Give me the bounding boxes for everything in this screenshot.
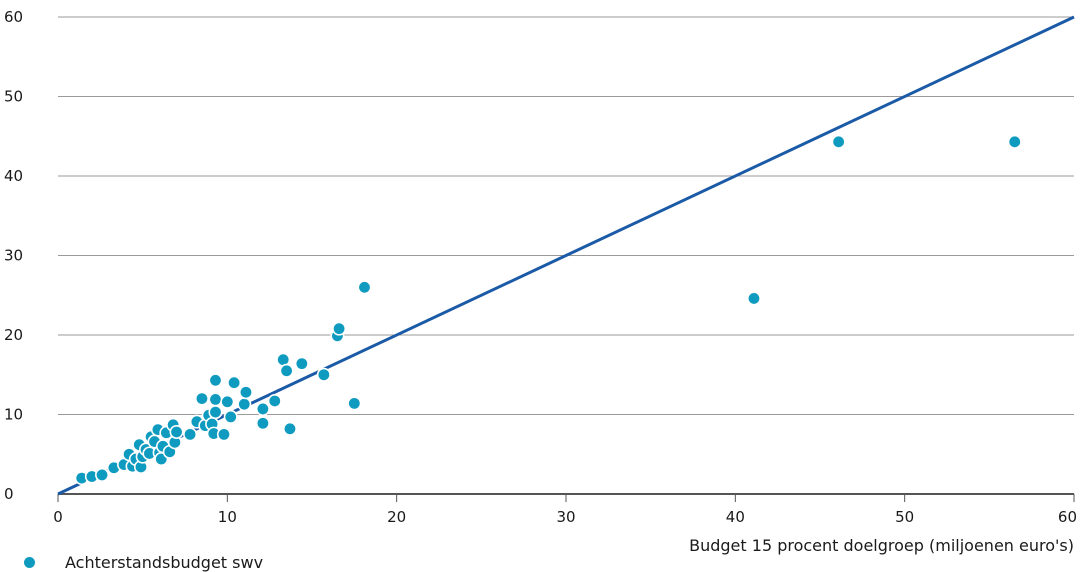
x-tick-label: 10	[218, 508, 237, 526]
x-axis-label: Budget 15 procent doelgroep (miljoenen e…	[689, 536, 1074, 555]
data-point	[347, 396, 362, 411]
data-point	[223, 409, 238, 424]
y-tick-label: 0	[4, 485, 14, 503]
x-tick-label: 40	[726, 508, 745, 526]
data-point	[183, 427, 198, 442]
data-point	[294, 356, 309, 371]
data-point	[237, 397, 252, 412]
data-point	[194, 391, 209, 406]
data-point	[357, 280, 372, 295]
x-axis-ticks: 0 10 20 30 40 50 60	[53, 494, 1077, 526]
data-point	[238, 385, 253, 400]
y-tick-label: 40	[4, 167, 23, 185]
legend-label: Achterstandsbudget swv	[65, 552, 264, 572]
data-point	[332, 321, 347, 336]
data-point	[746, 291, 761, 306]
x-tick-label: 60	[1058, 508, 1077, 526]
data-point	[169, 424, 184, 439]
data-point	[227, 375, 242, 390]
x-tick-label: 30	[556, 508, 575, 526]
data-point	[208, 392, 223, 407]
x-tick-label: 0	[53, 508, 63, 526]
legend-marker	[24, 556, 35, 568]
x-tick-label: 20	[387, 508, 406, 526]
y-tick-label: 50	[4, 88, 23, 106]
data-point	[831, 134, 846, 149]
data-point	[208, 373, 223, 388]
x-tick-label: 50	[895, 508, 914, 526]
data-point	[255, 401, 270, 416]
data-point	[216, 427, 231, 442]
y-tick-label: 20	[4, 326, 23, 344]
data-point	[220, 394, 235, 409]
data-point	[255, 416, 270, 431]
data-point	[1007, 134, 1022, 149]
y-tick-label: 10	[4, 406, 23, 424]
data-point	[267, 393, 282, 408]
data-point	[208, 405, 223, 420]
data-point	[279, 363, 294, 378]
data-point	[95, 467, 110, 482]
legend: Achterstandsbudget swv	[24, 552, 263, 572]
data-point	[316, 367, 331, 382]
y-tick-label: 30	[4, 247, 23, 265]
data-point	[282, 421, 297, 436]
y-axis-ticks: 0 10 20 30 40 50 60	[4, 8, 23, 503]
data-points	[74, 134, 1022, 486]
y-tick-label: 60	[4, 8, 23, 26]
